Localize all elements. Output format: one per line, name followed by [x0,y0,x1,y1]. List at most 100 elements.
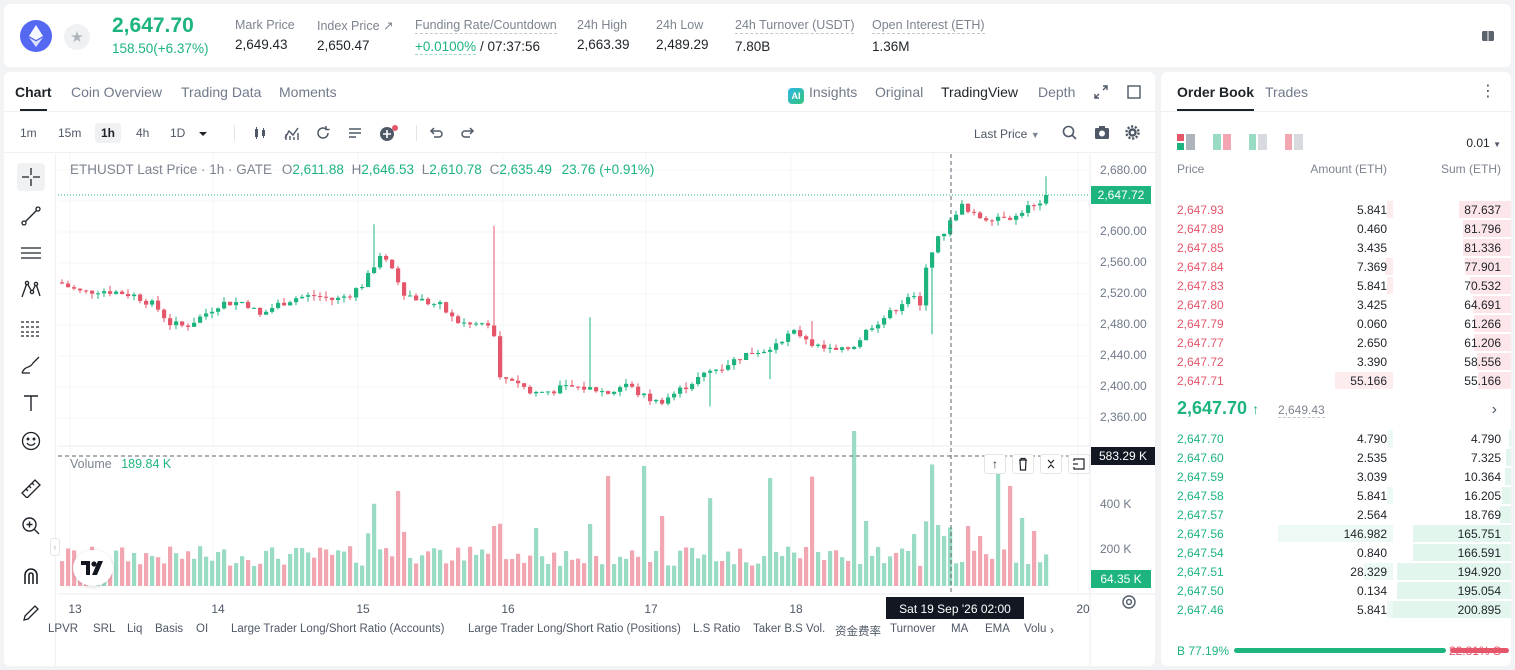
tab-order-book[interactable]: Order Book [1177,84,1255,111]
volume-bar [588,524,593,586]
tradingview-logo-icon[interactable] [73,550,113,586]
fibonacci-tool-icon[interactable] [17,314,45,342]
interval-4h[interactable]: 4h [136,126,150,140]
view-depth[interactable]: Depth [1038,84,1076,100]
stat-index-price[interactable]: Index Price ↗ 2,650.47 [317,18,393,53]
delete-icon[interactable] [1012,454,1034,474]
ask-row[interactable]: 2,647.71 55.166 55.166 [1161,371,1511,390]
add-indicator-icon[interactable] [379,125,398,141]
bid-row[interactable]: 2,647.50 0.134 195.054 [1161,581,1511,600]
ruler-tool-icon[interactable] [17,474,45,502]
bid-row[interactable]: 2,647.70 4.790 4.790 [1161,429,1511,448]
more-settings-icon[interactable] [1068,454,1090,474]
ask-row[interactable]: 2,647.83 5.841 70.532 [1161,276,1511,295]
tab-coin-overview[interactable]: Coin Overview [71,84,163,100]
expand-icon[interactable] [1094,85,1108,104]
candle [228,301,233,306]
indicator-1[interactable]: SRL [93,623,116,635]
pencil-lock-icon[interactable] [17,599,45,627]
ask-row[interactable]: 2,647.89 0.460 81.796 [1161,219,1511,238]
price-type-select[interactable]: Last Price ▼ [974,127,1040,141]
indicator-10[interactable]: Turnover [890,623,936,635]
favorite-star-icon[interactable]: ★ [64,24,90,50]
ask-row[interactable]: 2,647.93 5.841 87.637 [1161,200,1511,219]
window-icon[interactable] [1127,85,1141,104]
indicator-0[interactable]: LPVR [48,623,79,635]
text-tool-icon[interactable] [17,389,45,417]
tab-trades[interactable]: Trades [1265,84,1309,100]
settings-gear-icon[interactable] [1125,125,1141,141]
bid-row[interactable]: 2,647.51 28.329 194.920 [1161,562,1511,581]
bid-row[interactable]: 2,647.57 2.564 18.769 [1161,505,1511,524]
camera-icon[interactable] [1094,125,1110,141]
bid-row[interactable]: 2,647.56 146.982 165.751 [1161,524,1511,543]
axis-label: 13 [68,602,82,616]
ask-row[interactable]: 2,647.80 3.425 64.691 [1161,295,1511,314]
view-bids-icon[interactable] [1249,134,1267,155]
search-icon[interactable] [1062,125,1078,141]
indicator-6[interactable]: Large Trader Long/Short Ratio (Positions… [468,623,681,635]
precision-select[interactable]: 0.01 ▼ [1466,136,1501,150]
price-chart[interactable]: 2,680.00 2,600.00 2,560.00 2,520.00 2,480.00… [58,154,1155,666]
indicators-icon[interactable] [284,125,300,141]
indicator-11[interactable]: MA [951,623,969,635]
view-split-icon[interactable] [1213,134,1231,155]
indicator-2[interactable]: Liq [127,623,143,635]
interval-15m[interactable]: 15m [58,126,82,140]
interval-1m[interactable]: 1m [20,126,37,140]
indicator-scroll-right-icon[interactable]: › [1050,623,1054,637]
bid-row[interactable]: 2,647.58 5.841 16.205 [1161,486,1511,505]
brush-tool-icon[interactable] [17,351,45,379]
ask-row[interactable]: 2,647.85 3.435 81.336 [1161,238,1511,257]
collapse-toolbar-icon[interactable]: ‹ [50,538,60,556]
tab-trading-data[interactable]: Trading Data [181,84,262,100]
ask-row[interactable]: 2,647.79 0.060 61.266 [1161,314,1511,333]
volume-bar [1020,518,1025,586]
tab-moments[interactable]: Moments [279,84,337,100]
mid-price[interactable]: 2,647.70 ↑ [1177,398,1259,419]
indicator-5[interactable]: Large Trader Long/Short Ratio (Accounts) [231,623,445,635]
ask-row[interactable]: 2,647.77 2.650 61.206 [1161,333,1511,352]
replay-icon[interactable] [315,125,331,141]
bid-row[interactable]: 2,647.54 0.840 166.591 [1161,543,1511,562]
view-both-icon[interactable] [1177,134,1195,155]
emoji-tool-icon[interactable] [17,427,45,455]
redo-icon[interactable] [460,125,476,141]
view-original[interactable]: Original [875,84,924,100]
trend-line-tool-icon[interactable] [17,202,45,230]
indicator-7[interactable]: L.S Ratio [693,623,741,635]
magnet-icon[interactable] [17,562,45,590]
chart-settings-icon[interactable] [1121,594,1137,610]
crosshair-tool-icon[interactable] [17,163,45,191]
indicator-3[interactable]: Basis [155,623,184,635]
view-tradingview[interactable]: TradingView [941,84,1019,100]
move-up-icon[interactable]: ↑ [984,454,1006,474]
book-icon[interactable] [1481,29,1495,43]
ask-row[interactable]: 2,647.72 3.390 58.556 [1161,352,1511,371]
bid-row[interactable]: 2,647.46 5.841 200.895 [1161,600,1511,619]
ask-row[interactable]: 2,647.84 7.369 77.901 [1161,257,1511,276]
undo-icon[interactable] [428,125,444,141]
indicator-4[interactable]: OI [196,623,209,635]
indicator-12[interactable]: EMA [985,623,1010,635]
collapse-icon[interactable] [1040,454,1062,474]
tab-chart[interactable]: Chart [15,84,52,111]
view-asks-icon[interactable] [1285,134,1303,155]
candle-type-icon[interactable] [253,125,269,141]
bid-row[interactable]: 2,647.60 2.535 7.325 [1161,448,1511,467]
chevron-right-icon[interactable]: › [1491,401,1497,418]
templates-icon[interactable] [347,125,363,141]
horizontal-lines-tool-icon[interactable] [17,239,45,267]
interval-1d[interactable]: 1D [170,126,186,140]
indicator-13[interactable]: Volu [1024,623,1047,635]
insights-button[interactable]: AI Insights [788,84,857,104]
more-options-icon[interactable]: ⋮ [1480,83,1496,100]
zoom-in-icon[interactable] [17,512,45,540]
interval-1h[interactable]: 1h [95,123,122,143]
bid-row[interactable]: 2,647.59 3.039 10.364 [1161,467,1511,486]
pattern-tool-icon[interactable] [17,276,45,304]
indicator-8[interactable]: Taker B.S Vol. [753,623,826,635]
volume-bar [438,549,443,586]
indicator-9[interactable]: 资金费率 [835,626,881,638]
interval-dropdown-icon[interactable] [198,126,214,142]
